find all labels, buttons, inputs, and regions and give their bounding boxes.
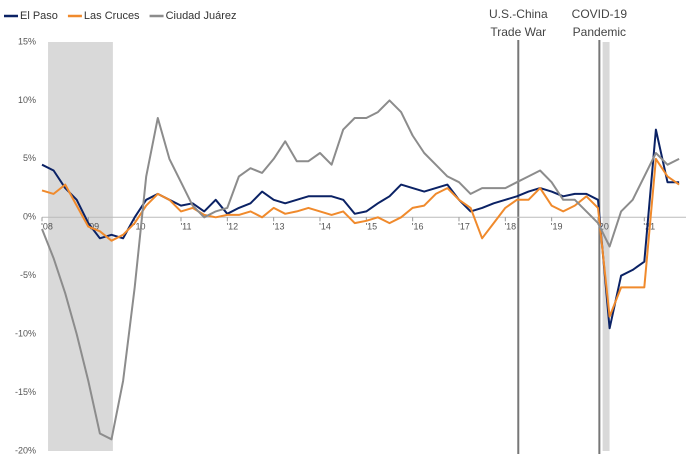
annotation-text: Pandemic xyxy=(573,25,626,39)
y-tick-label: 10% xyxy=(18,95,36,105)
y-tick-label: -5% xyxy=(20,270,36,280)
x-tick-label: '13 xyxy=(273,222,285,232)
x-tick-label: '20 xyxy=(597,222,609,232)
annotation-text: U.S.-China xyxy=(489,7,548,21)
series-line xyxy=(41,157,680,318)
y-tick-label: 15% xyxy=(18,36,36,46)
x-tick-label: '17 xyxy=(458,222,470,232)
y-tick-label: -20% xyxy=(15,445,36,454)
shaded-period xyxy=(602,42,610,451)
series-line xyxy=(41,128,680,330)
x-tick-label: '10 xyxy=(134,222,146,232)
legend-label: El Paso xyxy=(20,10,58,22)
y-tick-label: -15% xyxy=(15,387,36,397)
x-tick-label: '16 xyxy=(412,222,424,232)
y-tick-label: -10% xyxy=(15,329,36,339)
y-tick-label: 0% xyxy=(23,212,36,222)
annotation-text: COVID-19 xyxy=(572,7,628,21)
x-tick-label: '19 xyxy=(551,222,563,232)
x-tick-label: '12 xyxy=(226,222,238,232)
x-tick-label: '08 xyxy=(41,222,53,232)
x-tick-label: '15 xyxy=(365,222,377,232)
legend-label: Las Cruces xyxy=(84,10,140,22)
y-tick-label: 5% xyxy=(23,153,36,163)
x-tick-label: '09 xyxy=(87,222,99,232)
shaded-period xyxy=(48,42,113,451)
x-tick-label: '14 xyxy=(319,222,331,232)
x-tick-label: '11 xyxy=(180,222,191,232)
series-line xyxy=(41,99,680,441)
legend-label: Ciudad Juárez xyxy=(166,10,237,22)
x-tick-label: '18 xyxy=(504,222,516,232)
annotation-text: Trade War xyxy=(490,25,546,39)
